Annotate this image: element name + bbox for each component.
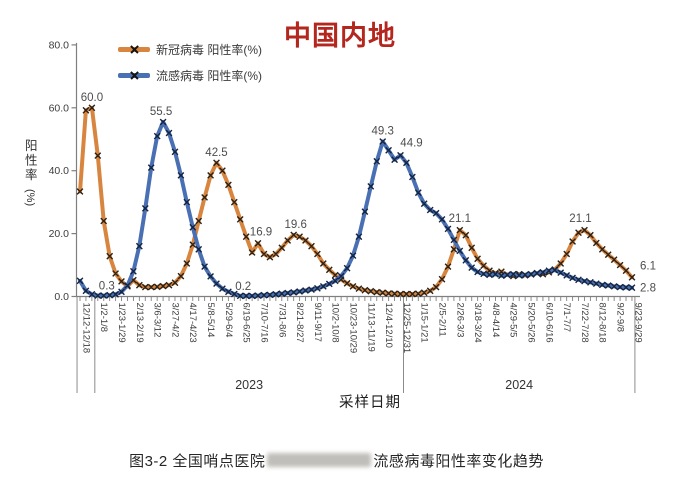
x-marker-icon [130,71,139,80]
x-tick-label: 5/8-5/14 [205,303,216,338]
data-labels: 60.0 0.3 55.5 42.5 0.2 16.9 19.6 49.3 44.9 21.1 21… [81,92,656,295]
x-tick-label: 9/23-9/29 [632,303,643,343]
x-tick-label: 1/2-1/8 [98,303,109,333]
x-tick-label: 11/13-11/19 [365,303,376,352]
data-label-covid-60.0: 60.0 [81,92,103,104]
y-tick-label: 20.0 [49,228,70,240]
x-tick-label: 9/2-9/8 [615,303,626,333]
x-tick-label: 5/29-6/4 [223,303,234,338]
caption-redacted-blur [267,453,372,467]
data-label-flu-55.5: 55.5 [150,106,172,118]
data-label-flu-49.3: 49.3 [372,126,394,138]
y-tick-label: 60.0 [49,102,70,114]
data-label-covid-6.1: 6.1 [640,260,656,272]
x-tick-label: 7/31-8/6 [276,303,287,338]
y-axis-title-text: 阳性率 [22,139,37,183]
x-tick-label: 2/13-2/19 [134,303,145,343]
x-tick-label: 4/8-4/14 [490,303,501,338]
data-label-flu-0.2: 0.2 [235,281,251,293]
data-label-covid-19.6: 19.6 [285,219,307,231]
axes: 0.0 20.0 40.0 60.0 80.0 12/12-12/18 1/2-1/8 1/2… [49,39,643,393]
legend-label-flu: 流感病毒 阳性率(%) [156,69,262,83]
x-tick-label: 10/2-10/8 [330,303,341,343]
data-label-covid-21.1: 21.1 [449,213,471,225]
legend-item-covid: 新冠病毒 阳性率(%) [118,41,262,58]
figure-caption: 图3-2 全国哨点医院 流感病毒阳性率变化趋势 [0,450,673,471]
x-tick-label: 12/4-12/10 [383,303,394,348]
x-tick-label: 6/19-6/25 [241,303,252,343]
x-tick-label: 12/12-12/18 [80,303,91,354]
x-tick-label: 7/22-7/28 [579,303,590,343]
x-tick-label: 8/21-8/27 [294,303,305,343]
y-axis-unit: (%) [23,188,36,207]
x-tick-label: 8/12-8/18 [597,303,608,343]
x-tick-label: 4/17-4/23 [187,303,198,343]
x-axis-title: 采样日期 [339,395,401,411]
x-marker-icon [130,45,139,54]
year-label: 2024 [505,378,533,392]
flu-series-line [78,120,634,298]
chart-title: 中国内地 [284,21,396,52]
covid-series-line [78,105,634,296]
legend: 新冠病毒 阳性率(%) 流感病毒 阳性率(%) [118,41,262,84]
data-label-flu-44.9: 44.9 [400,137,422,149]
x-tick-label: 3/6-3/12 [152,303,163,338]
y-tick-label: 0.0 [54,291,69,303]
y-tick-label: 40.0 [49,165,70,177]
y-tick-label: 80.0 [49,39,70,51]
covid-line-sample-icon [118,47,150,52]
data-label-flu-2.8: 2.8 [640,283,656,295]
x-tick-label: 5/20-5/26 [526,303,537,343]
data-label-flu-0.3: 0.3 [99,281,115,293]
x-tick-label: 2/5-2/11 [437,303,448,337]
legend-item-flu: 流感病毒 阳性率(%) [118,67,262,84]
x-tick-label: 1/15-1/21 [419,303,430,343]
x-tick-label: 4/29-5/5 [508,303,519,338]
data-label-covid-42.5: 42.5 [205,147,227,159]
flu-series [76,118,636,300]
data-label-covid-16.9: 16.9 [250,226,272,238]
x-tick-label: 2/26-3/3 [454,303,465,338]
x-tick-label: 12/25-12/31 [401,303,412,354]
x-tick-label: 3/18-3/24 [472,303,483,343]
x-tick-label: 3/27-4/2 [169,303,180,338]
data-label-covid-21.1: 21.1 [569,213,591,225]
x-tick-label: 1/23-1/29 [116,303,127,343]
x-tick-label: 7/10-7/16 [258,303,269,343]
year-label: 2023 [235,378,263,392]
x-tick-label: 6/10-6/16 [543,303,554,343]
x-tick-label: 7/1-7/7 [561,303,572,333]
caption-prefix: 图3-2 全国哨点医院 [129,453,266,470]
flu-line-sample-icon [118,73,150,78]
caption-suffix: 流感病毒阳性率变化趋势 [373,453,544,470]
legend-label-covid: 新冠病毒 阳性率(%) [156,43,262,57]
y-axis-title: 阳性率 (%) [22,139,37,207]
x-tick-label: 9/11-9/17 [312,303,323,342]
x-tick-label: 10/23-10/29 [348,303,359,354]
flu-series-markers [76,118,636,300]
